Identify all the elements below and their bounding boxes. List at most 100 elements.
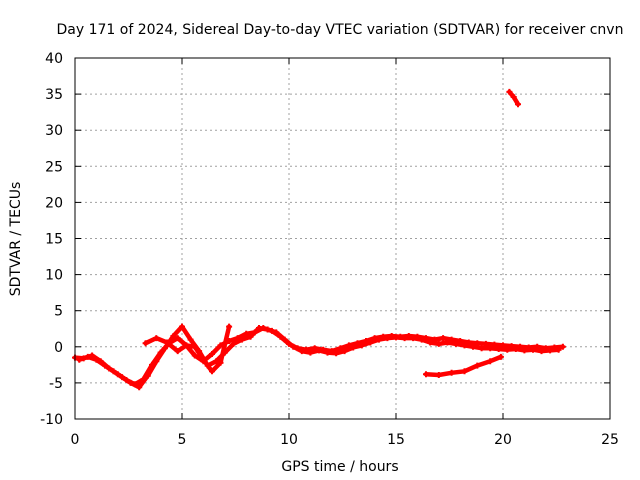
x-tick-label: 25: [601, 432, 619, 448]
data-point: [238, 336, 245, 343]
x-tick-label: 10: [280, 432, 298, 448]
data-point: [515, 101, 521, 108]
data-point: [191, 352, 198, 359]
y-tick-label: 30: [45, 123, 63, 139]
y-tick-label: -5: [49, 376, 63, 392]
data-point: [256, 325, 262, 331]
data-point: [341, 348, 348, 355]
data-point: [273, 329, 280, 336]
data-point: [495, 346, 502, 352]
y-tick-label: 40: [45, 51, 63, 67]
data-point: [213, 358, 220, 365]
data-point: [350, 344, 357, 351]
data-point: [470, 343, 476, 350]
data-point: [461, 342, 468, 349]
data-point: [209, 368, 215, 375]
data-point: [427, 339, 434, 346]
data-point: [435, 340, 442, 347]
data-point: [452, 340, 459, 347]
data-point: [512, 346, 519, 352]
data-point: [444, 339, 451, 346]
data-point: [93, 356, 100, 363]
data-point: [333, 350, 340, 357]
data-point: [410, 335, 417, 342]
data-point: [290, 343, 297, 350]
data-point: [506, 88, 513, 95]
x-tick-label: 5: [178, 432, 187, 448]
data-point: [102, 362, 108, 369]
data-point: [142, 340, 149, 347]
data-point: [127, 379, 134, 386]
data-point: [247, 333, 254, 340]
data-point: [153, 358, 160, 365]
y-axis-label: SDTVAR / TECUs: [8, 182, 24, 297]
data-point: [170, 333, 177, 339]
data-point: [324, 349, 331, 356]
data-point: [119, 374, 126, 381]
data-point: [76, 356, 83, 363]
data-point: [264, 326, 271, 333]
data-point: [217, 359, 224, 366]
data-point: [423, 371, 429, 378]
x-tick-label: 0: [71, 432, 80, 448]
data-point: [521, 347, 528, 354]
series-layer: [72, 88, 566, 391]
data-point: [226, 323, 233, 330]
data-point: [538, 348, 545, 355]
data-point: [547, 347, 554, 354]
data-point: [174, 348, 181, 355]
data-point: [191, 343, 198, 350]
data-point: [209, 351, 215, 357]
data-point: [510, 94, 517, 100]
data-point: [187, 336, 194, 343]
data-point: [316, 347, 322, 354]
data-point: [230, 340, 237, 347]
data-point: [497, 353, 504, 360]
y-tick-label: 35: [45, 87, 63, 103]
data-point: [487, 345, 494, 352]
data-point: [487, 358, 494, 365]
data-point: [393, 334, 399, 341]
data-point: [174, 335, 181, 342]
data-point: [367, 339, 374, 346]
y-tick-label: -10: [40, 412, 63, 428]
y-tick-label: 0: [54, 340, 63, 356]
data-point: [401, 335, 408, 342]
data-point: [136, 384, 143, 391]
data-point: [474, 362, 481, 369]
y-tick-label: 10: [45, 268, 63, 284]
x-tick-label: 15: [387, 432, 405, 448]
data-point: [200, 356, 207, 363]
data-point: [448, 369, 455, 376]
data-point: [440, 335, 447, 342]
data-point: [358, 342, 365, 349]
y-tick-label: 25: [45, 159, 63, 175]
y-tick-label: 15: [45, 232, 63, 248]
data-point: [110, 368, 117, 375]
data-point: [144, 372, 151, 379]
data-point: [164, 339, 170, 346]
series-line-track-b: [77, 324, 561, 390]
data-point: [559, 343, 566, 350]
data-point: [281, 336, 288, 343]
data-point: [179, 323, 185, 330]
series-line-track-c: [143, 324, 232, 374]
data-point: [298, 348, 305, 355]
data-point: [307, 349, 314, 356]
data-point: [478, 345, 485, 352]
data-point: [384, 335, 391, 342]
data-point: [530, 346, 536, 353]
x-tick-label: 20: [494, 432, 512, 448]
x-axis-label: GPS time / hours: [281, 459, 398, 475]
y-tick-label: 5: [54, 304, 63, 320]
data-point: [418, 336, 425, 343]
y-tick-label: 20: [45, 195, 63, 211]
data-point: [153, 335, 160, 342]
chart-title: Day 171 of 2024, Sidereal Day-to-day VTE…: [57, 22, 624, 38]
data-point: [435, 372, 442, 378]
data-point: [161, 345, 168, 352]
data-point: [504, 346, 511, 353]
tick-layer: 0 5 10 15 20 25 -10 -5 0 5 10 15 20 25 30 35 40: [40, 51, 619, 448]
data-point: [183, 342, 190, 349]
